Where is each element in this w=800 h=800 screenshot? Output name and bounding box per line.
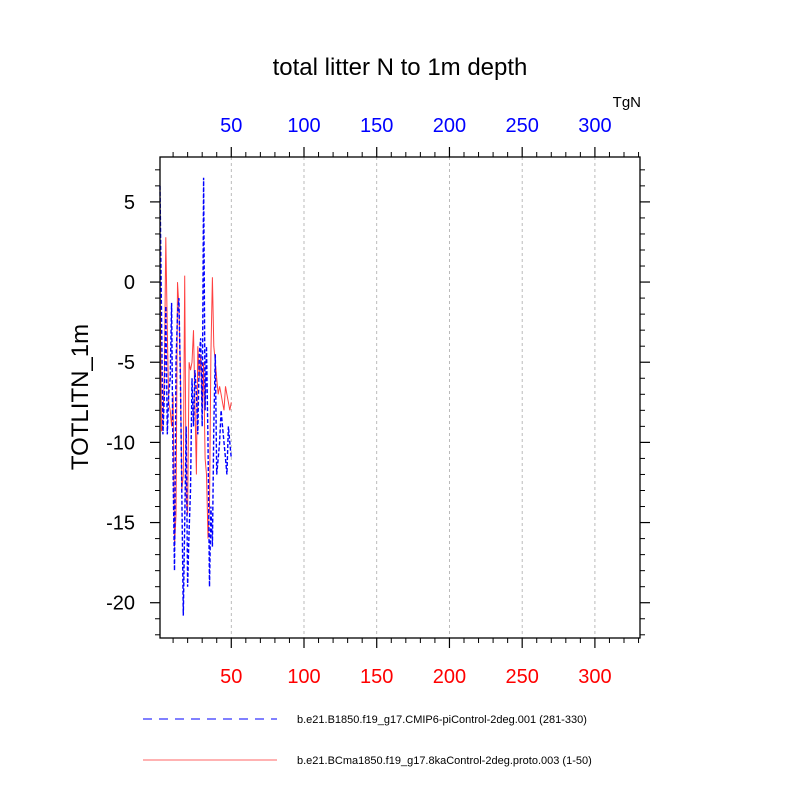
y-tick-labels: 5 0 -5 -10 -15 -20 — [106, 192, 135, 615]
y-tick-label--15: -15 — [106, 513, 135, 535]
y-tick-label--5: -5 — [117, 352, 135, 374]
legend: b.e21.B1850.f19_g17.CMIP6-piControl-2deg… — [143, 714, 592, 767]
y-tick-label-0: 0 — [124, 272, 135, 294]
series-line-red-solid — [159, 237, 232, 547]
bottom-tick-label-250: 250 — [505, 666, 538, 688]
vertical-grid — [230, 157, 596, 638]
bottom-tick-label-150: 150 — [360, 666, 393, 688]
units-label: TgN — [613, 94, 641, 111]
top-tick-label-200: 200 — [433, 115, 466, 137]
minor-ticks — [155, 152, 645, 643]
top-tick-label-150: 150 — [360, 115, 393, 137]
y-tick-label--10: -10 — [106, 432, 135, 454]
y-tick-label-5: 5 — [124, 192, 135, 214]
bottom-x-tick-labels: 50 100 150 200 250 300 — [220, 666, 611, 688]
y-tick-label--20: -20 — [106, 593, 135, 615]
y-axis-label: TOTLITN_1m — [67, 324, 94, 470]
major-ticks — [150, 147, 650, 648]
bottom-tick-label-300: 300 — [578, 666, 611, 688]
top-tick-label-100: 100 — [287, 115, 320, 137]
bottom-tick-label-200: 200 — [433, 666, 466, 688]
top-tick-label-50: 50 — [220, 115, 242, 137]
series-layer — [159, 177, 232, 616]
legend-entry-1: b.e21.B1850.f19_g17.CMIP6-piControl-2deg… — [297, 714, 587, 726]
bottom-tick-label-50: 50 — [220, 666, 242, 688]
top-x-tick-labels: 50 100 150 200 250 300 — [220, 115, 611, 137]
plot-frame — [159, 156, 641, 639]
chart-title: total litter N to 1m depth — [273, 54, 528, 81]
legend-entry-2: b.e21.BCma1850.f19_g17.8kaControl-2deg.p… — [297, 755, 592, 767]
bottom-tick-label-100: 100 — [287, 666, 320, 688]
top-tick-label-300: 300 — [578, 115, 611, 137]
series-line-blue-dashed — [159, 177, 232, 616]
top-tick-label-250: 250 — [505, 115, 538, 137]
